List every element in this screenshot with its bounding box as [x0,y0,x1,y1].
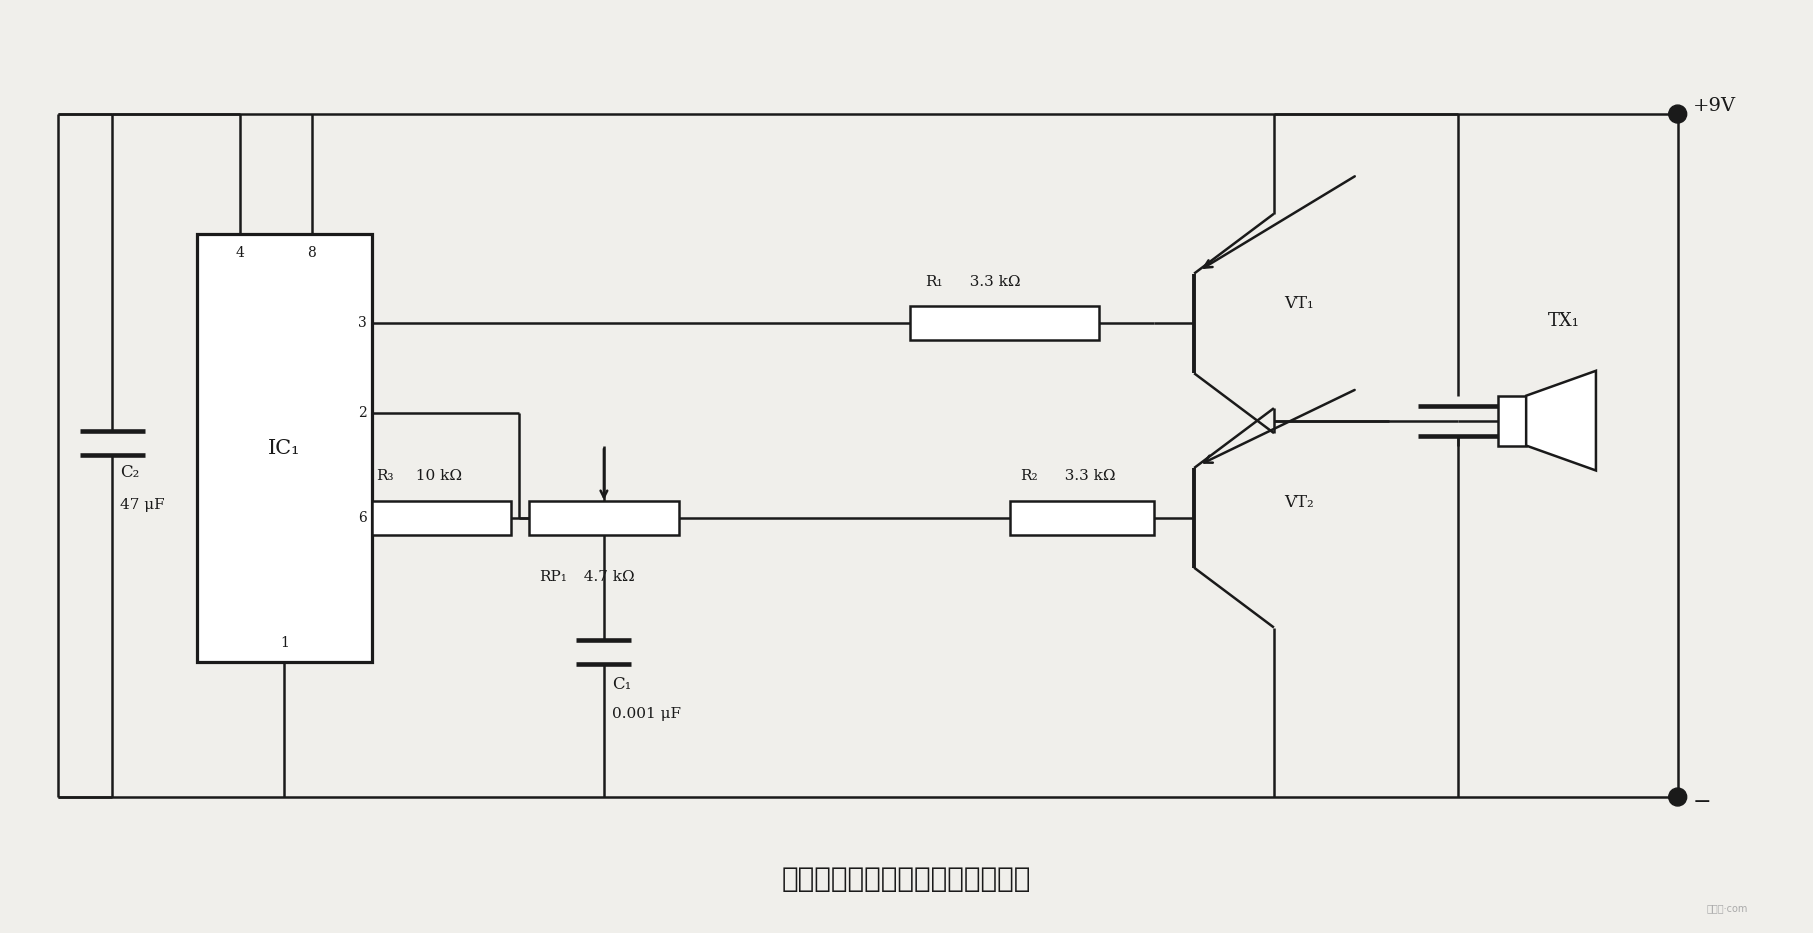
Text: −: − [1693,791,1711,813]
Bar [198,233,372,662]
Bar [1010,501,1155,535]
Text: 超声波人体接近探测器发射机电路: 超声波人体接近探测器发射机电路 [781,866,1030,893]
Bar [1498,396,1527,446]
Circle shape [1668,788,1686,806]
Text: 4: 4 [236,245,245,259]
Polygon shape [1527,370,1595,470]
Text: 10 kΩ: 10 kΩ [406,469,462,483]
Text: 4.7 kΩ: 4.7 kΩ [575,570,635,584]
Text: 佳佳市·com: 佳佳市·com [1706,904,1748,913]
Text: 0.001 μF: 0.001 μF [611,707,682,721]
Text: C₁: C₁ [611,675,631,693]
Bar [372,501,511,535]
Circle shape [1668,105,1686,123]
Text: 1: 1 [279,636,288,650]
Text: TX₁: TX₁ [1548,312,1579,330]
Text: 3: 3 [357,316,366,330]
Text: 47 μF: 47 μF [120,498,165,512]
Text: 2: 2 [357,406,366,420]
Text: VT₁: VT₁ [1284,295,1313,312]
Text: +9V: +9V [1693,97,1735,115]
Bar [910,306,1099,341]
Bar [529,501,678,535]
Text: RP₁: RP₁ [538,570,567,584]
Text: C₂: C₂ [120,465,140,481]
Text: 3.3 kΩ: 3.3 kΩ [1055,469,1115,483]
Text: R₁: R₁ [925,274,943,288]
Text: 3.3 kΩ: 3.3 kΩ [959,274,1021,288]
Text: IC₁: IC₁ [268,439,301,457]
Text: R₃: R₃ [377,469,393,483]
Text: 8: 8 [308,245,315,259]
Text: VT₂: VT₂ [1284,494,1313,511]
Text: R₂: R₂ [1019,469,1037,483]
Text: 6: 6 [357,511,366,525]
